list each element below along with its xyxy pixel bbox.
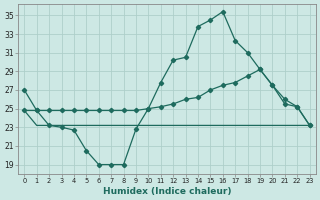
- X-axis label: Humidex (Indice chaleur): Humidex (Indice chaleur): [103, 187, 231, 196]
